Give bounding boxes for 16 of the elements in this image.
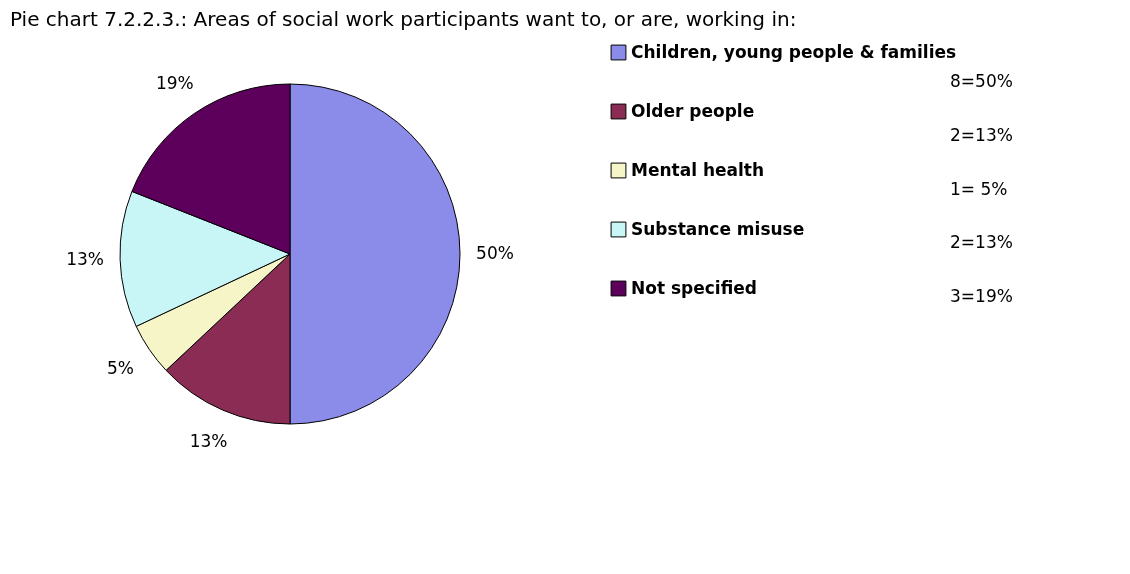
chart-title: Pie chart 7.2.2.3.: Areas of social work participants want to, or are, working in: <box>10 7 797 31</box>
text: 2=13% <box>950 124 1013 145</box>
legend-label: Mental health <box>631 159 765 180</box>
data-label: 50% <box>476 243 514 263</box>
data-label: 13% <box>66 249 104 270</box>
legend-label: Not specified <box>631 277 757 298</box>
data-label: 13% <box>189 431 228 452</box>
legend-label: Substance misuse <box>631 218 805 239</box>
text: 3=19% <box>950 286 1013 307</box>
legend-label: Older people <box>631 100 755 121</box>
text: 1= 5% <box>950 178 1008 199</box>
legend-label: Children, young people & families <box>631 41 957 62</box>
text: 2=13% <box>950 232 1013 253</box>
data-label: 5% <box>106 358 134 379</box>
data-label: 19% <box>155 73 194 94</box>
text: 8=50% <box>950 70 1013 91</box>
